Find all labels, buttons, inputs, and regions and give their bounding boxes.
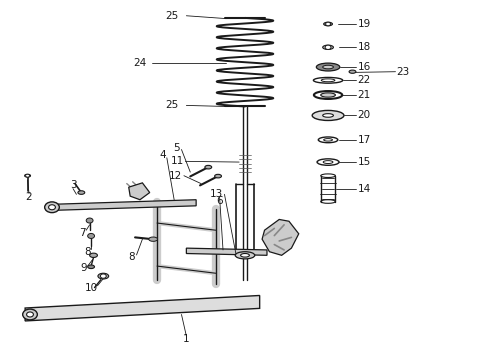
Text: 16: 16: [357, 62, 370, 72]
Text: 23: 23: [396, 67, 410, 77]
Circle shape: [88, 233, 95, 238]
Polygon shape: [262, 220, 299, 255]
Text: 10: 10: [84, 283, 98, 293]
Ellipse shape: [26, 312, 33, 317]
Text: 18: 18: [357, 42, 370, 52]
Ellipse shape: [323, 45, 333, 49]
Ellipse shape: [241, 253, 249, 257]
Ellipse shape: [235, 252, 255, 259]
Text: 4: 4: [160, 150, 166, 160]
Ellipse shape: [90, 253, 98, 257]
Ellipse shape: [324, 22, 332, 26]
Ellipse shape: [323, 114, 333, 117]
Text: 9: 9: [80, 262, 87, 273]
Text: 1: 1: [183, 333, 190, 343]
Text: 5: 5: [173, 143, 180, 153]
Text: 8: 8: [84, 247, 91, 257]
Ellipse shape: [98, 273, 109, 279]
Ellipse shape: [312, 111, 344, 121]
Text: 12: 12: [169, 171, 182, 181]
Circle shape: [326, 22, 331, 26]
Text: 6: 6: [216, 196, 223, 206]
Text: 8: 8: [128, 252, 135, 262]
Text: 15: 15: [357, 157, 370, 167]
Polygon shape: [186, 248, 267, 255]
Ellipse shape: [205, 165, 212, 169]
Ellipse shape: [78, 191, 85, 194]
Ellipse shape: [215, 174, 221, 178]
Ellipse shape: [149, 237, 158, 241]
Circle shape: [100, 274, 106, 278]
Ellipse shape: [23, 309, 37, 320]
Text: 21: 21: [357, 90, 370, 100]
Ellipse shape: [349, 70, 356, 73]
Text: 25: 25: [165, 11, 178, 21]
Circle shape: [25, 174, 29, 177]
Text: 22: 22: [357, 75, 370, 85]
Text: 7: 7: [79, 228, 86, 238]
Text: 24: 24: [133, 58, 147, 68]
Text: 17: 17: [357, 135, 370, 145]
Text: 20: 20: [357, 111, 370, 121]
Ellipse shape: [323, 65, 333, 69]
Circle shape: [325, 45, 331, 49]
Text: 11: 11: [171, 156, 184, 166]
Text: 14: 14: [357, 184, 370, 194]
Ellipse shape: [317, 63, 340, 71]
Text: 2: 2: [25, 192, 32, 202]
Ellipse shape: [321, 93, 335, 97]
Text: 19: 19: [357, 19, 370, 29]
Polygon shape: [25, 296, 260, 321]
Polygon shape: [129, 183, 150, 200]
Ellipse shape: [49, 205, 55, 210]
Ellipse shape: [24, 174, 30, 177]
Text: 13: 13: [210, 189, 223, 199]
Ellipse shape: [45, 202, 59, 213]
Circle shape: [86, 218, 93, 223]
Text: 3: 3: [70, 180, 76, 190]
Text: 25: 25: [165, 100, 178, 111]
Polygon shape: [49, 200, 196, 211]
Ellipse shape: [88, 265, 95, 269]
